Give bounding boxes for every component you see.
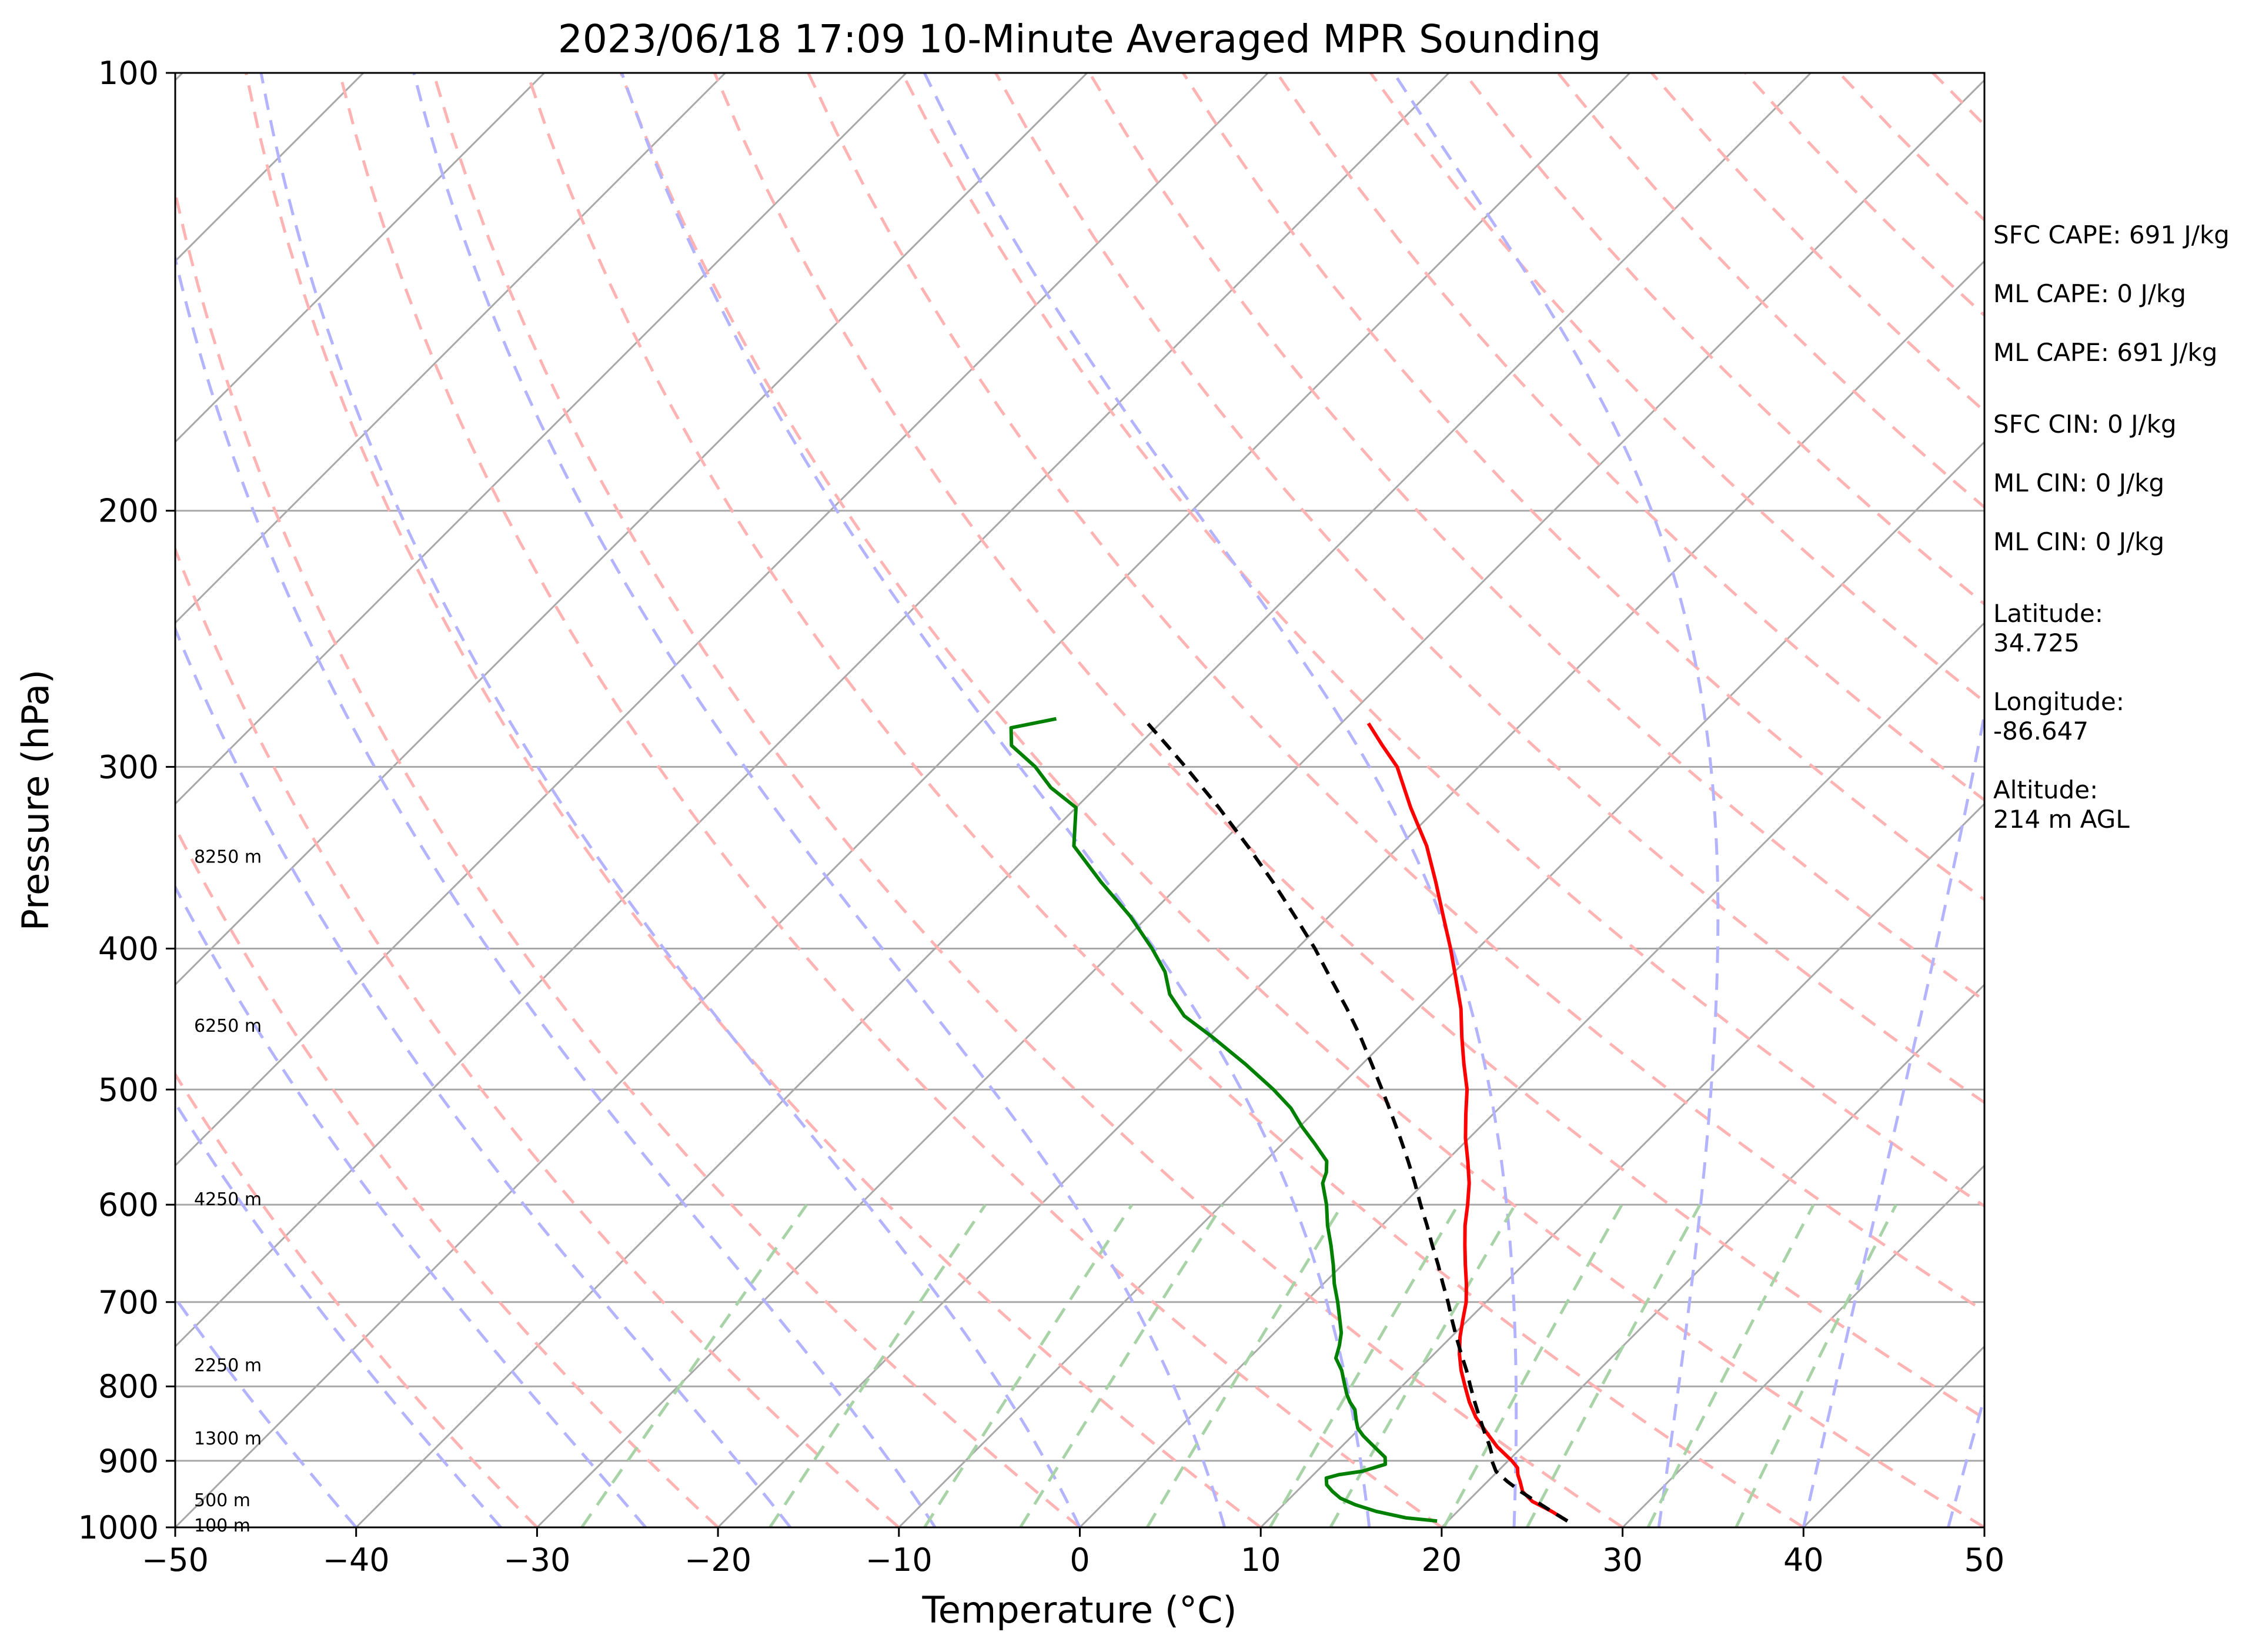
dry-adiabat-line bbox=[807, 73, 1984, 1313]
isotherm-line bbox=[536, 79, 1984, 1527]
moist-adiabat-line bbox=[620, 73, 1371, 1527]
dry-adiabat-line bbox=[619, 73, 1984, 1527]
ml-cin-text: ML CIN: 0 J/kg bbox=[1993, 469, 2164, 497]
mixing-ratio-line bbox=[768, 1203, 987, 1527]
dry-adiabat-line bbox=[900, 73, 1984, 1208]
dry-adiabat-line bbox=[432, 73, 1624, 1527]
isotherm-line bbox=[1441, 983, 1984, 1527]
mixing-ratio-line bbox=[1019, 1203, 1224, 1527]
mixing-ratio-line bbox=[1268, 1203, 1460, 1527]
dry-adiabat-line bbox=[526, 73, 1804, 1527]
height-label: 100 m bbox=[194, 1516, 250, 1536]
moist-adiabat-line bbox=[175, 625, 792, 1527]
parcel-profile-line bbox=[1146, 722, 1569, 1523]
ml-cin-text-2: ML CIN: 0 J/kg bbox=[1993, 527, 2164, 556]
y-tick-label: 900 bbox=[98, 1443, 159, 1480]
dry-adiabat-line bbox=[994, 73, 1984, 1105]
dry-adiabat-line bbox=[175, 545, 900, 1527]
ml-cape-text-2: ML CAPE: 691 J/kg bbox=[1993, 338, 2217, 367]
ml-cape-text: ML CAPE: 0 J/kg bbox=[1993, 279, 2186, 308]
x-axis-label: Temperature (°C) bbox=[921, 1589, 1237, 1631]
dry-adiabat-line bbox=[338, 73, 1443, 1527]
x-tick-label: 50 bbox=[1964, 1541, 2005, 1579]
sfc-cape-text: SFC CAPE: 691 J/kg bbox=[1993, 220, 2230, 249]
x-tick-label: −10 bbox=[865, 1541, 933, 1579]
dry-adiabat-line bbox=[1088, 73, 1984, 1002]
side-panel: SFC CAPE: 691 J/kg ML CAPE: 0 J/kg ML CA… bbox=[1993, 220, 2230, 834]
isotherm-line bbox=[355, 73, 1812, 1527]
moist-adiabat-line bbox=[175, 1100, 502, 1527]
y-tick-label: 200 bbox=[98, 493, 159, 530]
isotherm-line bbox=[1622, 1164, 1984, 1527]
isotherm-line bbox=[898, 440, 1984, 1527]
isotherm-line bbox=[175, 73, 1450, 1348]
data-lines bbox=[1009, 717, 1569, 1523]
dry-adiabat-line bbox=[175, 1071, 539, 1527]
longitude-value: -86.647 bbox=[1993, 717, 2088, 745]
dewpoint-profile-line bbox=[1009, 717, 1438, 1523]
isotherm-line bbox=[175, 73, 545, 443]
x-tick-label: −50 bbox=[142, 1541, 209, 1579]
moist-adiabat-line bbox=[175, 884, 647, 1527]
isotherm-line bbox=[175, 73, 1088, 986]
y-tick-label: 500 bbox=[98, 1071, 159, 1108]
x-tick-label: 10 bbox=[1241, 1541, 1281, 1579]
y-tick-label: 1000 bbox=[78, 1509, 159, 1546]
mixing-ratio-line bbox=[1145, 1203, 1344, 1527]
isotherm-line bbox=[717, 259, 1984, 1527]
temperature-profile-line bbox=[1366, 722, 1569, 1523]
altitude-label: Altitude: bbox=[1993, 775, 2098, 804]
y-tick-label: 400 bbox=[98, 930, 159, 967]
altitude-value: 214 m AGL bbox=[1993, 805, 2130, 834]
isotherm-line bbox=[175, 73, 1631, 1527]
y-tick-label: 600 bbox=[98, 1186, 159, 1223]
moist-adiabat-line bbox=[923, 73, 1518, 1527]
sfc-cin-text: SFC CIN: 0 J/kg bbox=[1993, 410, 2177, 439]
moist-adiabat-line bbox=[259, 73, 1081, 1527]
x-axis-ticks: −50 −40 −30 −20 −10 0 10 20 30 40 50 bbox=[142, 1527, 2004, 1579]
latitude-label: Latitude: bbox=[1993, 599, 2103, 628]
y-tick-label: 800 bbox=[98, 1368, 159, 1405]
height-label: 8250 m bbox=[194, 847, 262, 868]
latitude-value: 34.725 bbox=[1993, 628, 2080, 657]
dry-adiabat-line bbox=[175, 186, 1081, 1527]
height-label: 4250 m bbox=[194, 1189, 262, 1210]
mixing-ratio-line bbox=[580, 1203, 808, 1527]
isotherm-line bbox=[175, 73, 726, 624]
moist-adiabat-line bbox=[1802, 707, 1984, 1527]
isotherm-line bbox=[175, 73, 1269, 1167]
mixing-ratio-line bbox=[923, 1203, 1134, 1527]
x-tick-label: 0 bbox=[1070, 1541, 1090, 1579]
x-tick-label: −40 bbox=[323, 1541, 390, 1579]
height-label: 1300 m bbox=[194, 1429, 262, 1449]
height-labels: 8250 m 6250 m 4250 m 2250 m 1300 m 500 m 100 m bbox=[194, 847, 262, 1536]
x-tick-label: −30 bbox=[503, 1541, 570, 1579]
x-tick-label: 20 bbox=[1422, 1541, 1462, 1579]
y-tick-label: 700 bbox=[98, 1284, 159, 1321]
isotherm-line bbox=[1260, 802, 1984, 1527]
y-axis-label: Pressure (hPa) bbox=[14, 670, 57, 931]
x-tick-label: 30 bbox=[1602, 1541, 1643, 1579]
dry-adiabat-line bbox=[175, 824, 719, 1527]
y-axis-ticks: 100 200 300 400 500 600 700 800 900 1000 bbox=[78, 55, 175, 1546]
height-label: 6250 m bbox=[194, 1016, 262, 1036]
background-lines bbox=[0, 73, 1984, 1527]
isotherm-line bbox=[0, 73, 2, 1527]
longitude-label: Longitude: bbox=[1993, 687, 2124, 716]
height-label: 2250 m bbox=[194, 1356, 262, 1376]
dry-adiabat-line bbox=[245, 73, 1262, 1527]
mixing-ratio-line bbox=[1735, 1203, 1898, 1527]
y-tick-label: 100 bbox=[98, 55, 159, 92]
dry-adiabat-line bbox=[713, 73, 1984, 1420]
isotherm-line bbox=[175, 73, 907, 805]
x-tick-label: −20 bbox=[684, 1541, 751, 1579]
chart-title: 2023/06/18 17:09 10-Minute Averaged MPR … bbox=[558, 16, 1601, 62]
height-label: 500 m bbox=[194, 1490, 250, 1511]
moist-adiabat-line bbox=[1392, 73, 1720, 1527]
moist-adiabat-line bbox=[412, 73, 1227, 1527]
y-tick-label: 300 bbox=[98, 748, 159, 785]
x-tick-label: 40 bbox=[1783, 1541, 1824, 1579]
